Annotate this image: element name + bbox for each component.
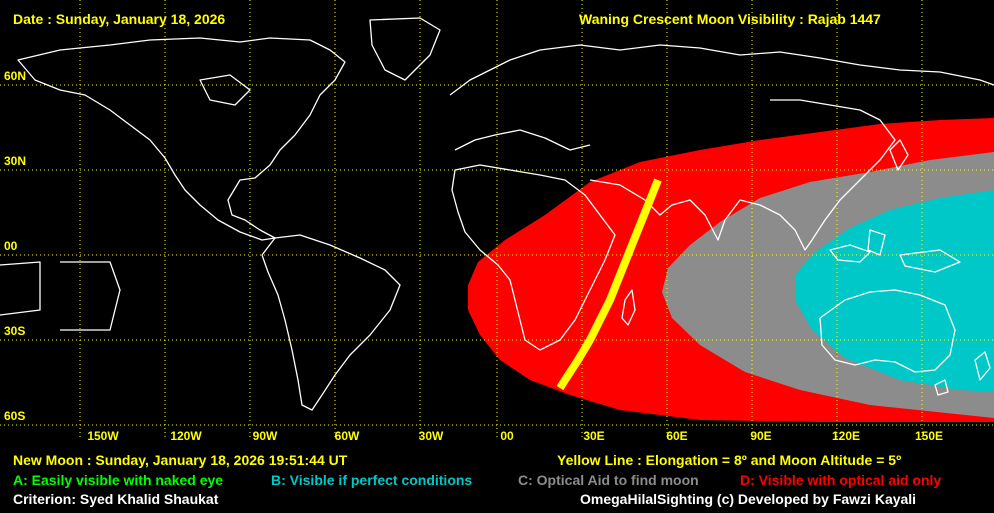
lat-label-30n: 30N: [4, 154, 27, 168]
date-label: Date : Sunday, January 18, 2026: [13, 11, 226, 27]
lat-label-30s: 30S: [4, 324, 26, 338]
lat-lon-grid: [0, 0, 994, 440]
lat-label-00: 00: [4, 239, 18, 253]
lon-label-00: 00: [500, 429, 514, 443]
new-moon-label: New Moon : Sunday, January 18, 2026 19:5…: [13, 452, 348, 468]
lon-label-90e: 90E: [750, 429, 772, 443]
lon-label-30w: 30W: [418, 429, 444, 443]
lon-label-120e: 120E: [831, 429, 861, 443]
yellow-line-elongation: [556, 178, 662, 391]
lon-label-150e: 150E: [914, 429, 944, 443]
credit-label: OmegaHilalSighting (c) Developed by Fawz…: [580, 491, 917, 507]
criterion-label: Criterion: Syed Khalid Shaukat: [13, 491, 219, 507]
map-title: Waning Crescent Moon Visibility : Rajab …: [579, 11, 881, 27]
yellow-line-legend: Yellow Line : Elongation = 8º and Moon A…: [557, 452, 902, 468]
lat-label-60n: 60N: [4, 69, 27, 83]
lon-label-60e: 60E: [666, 429, 688, 443]
coastlines: [0, 17, 994, 411]
legend-c: C: Optical Aid to find moon: [518, 472, 699, 488]
legend-b: B: Visible if perfect conditions: [271, 472, 473, 488]
lon-label-90w: 90W: [252, 429, 278, 443]
lon-label-150w: 150W: [87, 429, 119, 443]
lon-label-120w: 120W: [170, 429, 202, 443]
lon-label-60w: 60W: [334, 429, 360, 443]
legend-d: D: Visible with optical aid only: [740, 472, 942, 488]
lat-label-60s: 60S: [4, 409, 26, 423]
lon-label-30e: 30E: [583, 429, 605, 443]
legend-a: A: Easily visible with naked eye: [13, 472, 224, 488]
zone-b-cyan: [795, 190, 994, 392]
